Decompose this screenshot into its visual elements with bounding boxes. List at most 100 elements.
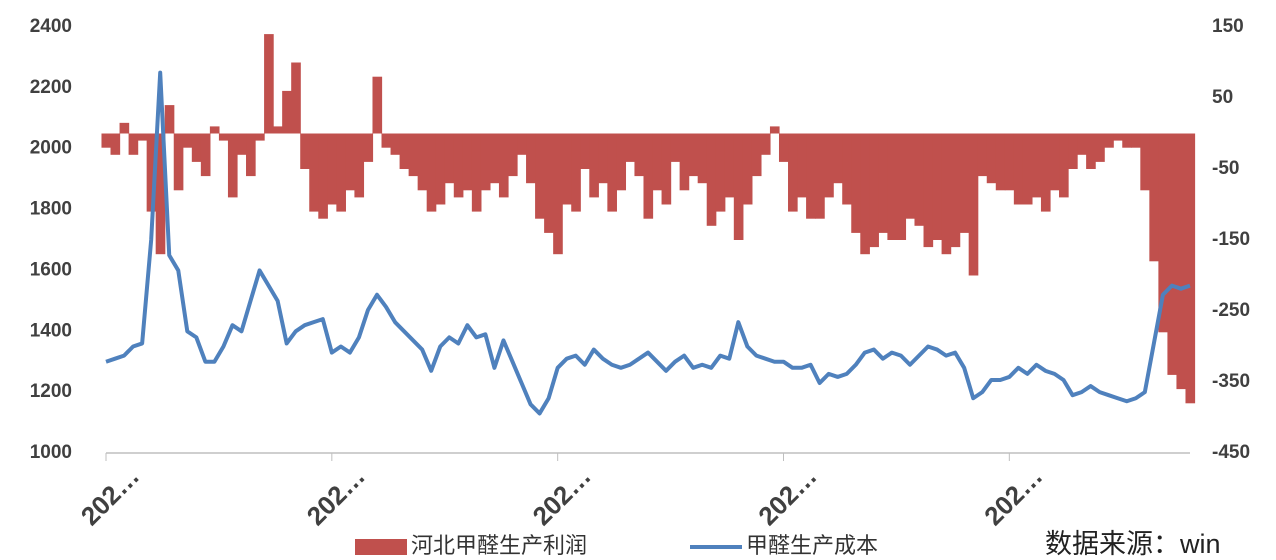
bar <box>191 133 202 162</box>
bar <box>553 133 563 255</box>
bar <box>1022 133 1033 205</box>
bar <box>1158 133 1169 333</box>
bar <box>372 76 383 134</box>
bar <box>110 133 121 155</box>
y-tick-label: 2400 <box>30 16 72 37</box>
bar <box>778 133 789 162</box>
bar <box>255 133 265 141</box>
y2-tick-label: -250 <box>1212 300 1250 321</box>
bar <box>399 133 410 169</box>
y-tick-label: 2000 <box>30 138 72 159</box>
bar <box>977 133 988 177</box>
bar <box>309 133 319 212</box>
bar <box>1004 133 1015 191</box>
bar <box>390 133 401 155</box>
bar <box>444 133 455 184</box>
x-tick-label: 202… <box>752 461 822 531</box>
bar <box>995 133 1006 191</box>
bar <box>291 62 301 134</box>
bar <box>173 133 184 191</box>
y-tick-label: 1800 <box>30 199 72 220</box>
bar <box>842 133 852 205</box>
bar <box>462 133 473 191</box>
y2-tick-label: -350 <box>1212 371 1250 392</box>
bar <box>1104 133 1114 148</box>
bar <box>327 133 337 205</box>
bar <box>643 133 654 219</box>
bar <box>453 133 464 198</box>
bar <box>598 133 608 184</box>
y2-tick-label: 50 <box>1212 87 1233 108</box>
bar <box>751 133 762 177</box>
bar <box>264 34 274 134</box>
bar <box>706 133 717 226</box>
bar <box>345 133 356 191</box>
bar <box>146 133 157 212</box>
bar <box>824 133 834 198</box>
bar <box>1167 133 1178 375</box>
bar <box>363 133 374 162</box>
bar <box>562 133 572 205</box>
bar <box>1149 133 1159 262</box>
bar <box>679 133 690 191</box>
legend-label: 甲醛生产成本 <box>746 533 878 558</box>
y2-tick-label: -50 <box>1212 158 1239 179</box>
bar <box>589 133 599 198</box>
bar <box>742 133 753 205</box>
y-tick-label: 1000 <box>30 442 72 463</box>
bar <box>815 133 825 219</box>
bar <box>236 133 247 155</box>
bar <box>336 133 346 212</box>
bar <box>634 133 645 177</box>
bar <box>1068 133 1078 169</box>
bar <box>300 133 310 169</box>
bar <box>806 133 816 219</box>
y-tick-label: 1600 <box>30 259 72 280</box>
bar <box>1185 133 1196 404</box>
bar <box>607 133 617 212</box>
x-tick-label: 202… <box>301 461 371 531</box>
bar <box>905 133 916 219</box>
legend-swatch <box>355 539 407 555</box>
bar <box>435 133 446 205</box>
bar <box>887 133 898 240</box>
bar <box>959 133 970 233</box>
bar <box>788 133 798 212</box>
bar <box>688 133 699 177</box>
bar <box>182 133 193 148</box>
bar <box>625 133 636 162</box>
bar <box>381 133 392 148</box>
bar <box>1131 133 1141 148</box>
bar <box>1140 133 1150 191</box>
bar <box>733 133 744 240</box>
bar <box>218 133 229 141</box>
bar <box>950 133 961 248</box>
bar <box>968 133 979 276</box>
bar <box>833 133 843 184</box>
bar <box>1122 133 1132 148</box>
bar <box>535 133 545 219</box>
bar <box>119 122 130 134</box>
bar <box>155 133 166 255</box>
bar <box>571 133 581 212</box>
x-tick-label: 202… <box>75 461 145 531</box>
bar <box>498 133 509 198</box>
bar <box>273 126 283 134</box>
bar <box>354 133 365 198</box>
y2-tick-label: -450 <box>1212 442 1250 463</box>
bar <box>860 133 870 255</box>
line <box>105 70 1191 416</box>
bar <box>507 133 518 177</box>
bar <box>246 133 256 177</box>
bar <box>986 133 997 184</box>
bar <box>544 133 554 233</box>
bar <box>282 90 292 134</box>
bar <box>164 105 175 134</box>
bar <box>914 133 925 226</box>
bar <box>526 133 536 184</box>
bar <box>209 126 220 134</box>
bar <box>697 133 708 184</box>
bar <box>489 133 500 184</box>
bar <box>878 133 888 233</box>
